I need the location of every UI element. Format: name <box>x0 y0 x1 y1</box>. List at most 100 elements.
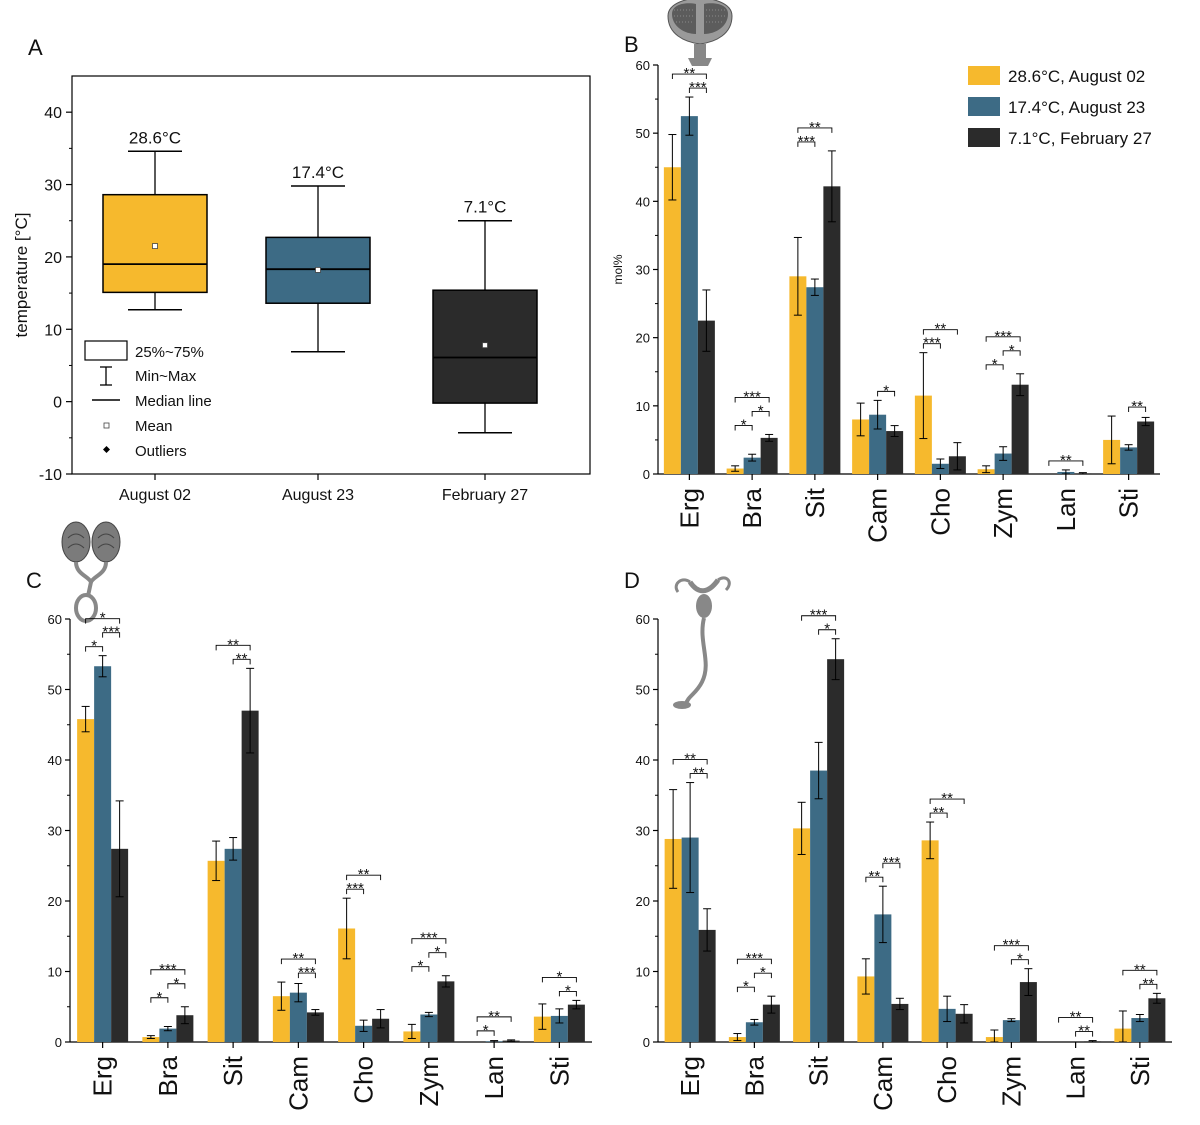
significance-label: *** <box>743 388 761 405</box>
bar <box>338 928 356 1042</box>
significance-bracket <box>1139 983 1158 990</box>
bar <box>111 848 129 1042</box>
y-tick-label: 30 <box>48 824 62 839</box>
bar <box>745 1022 763 1042</box>
significance-bracket <box>1058 1017 1094 1023</box>
significance-bracket <box>985 364 1004 370</box>
significance-label: *** <box>994 328 1012 345</box>
x-tick-label: Sit <box>804 1055 834 1086</box>
significance-label: ** <box>935 321 947 338</box>
x-tick-label: February 27 <box>442 487 528 504</box>
significance-bracket <box>1075 1031 1094 1037</box>
bar <box>567 1004 585 1042</box>
y-tick-label: 10 <box>636 965 650 980</box>
panel-label-b: B <box>624 32 639 57</box>
bar <box>955 1013 973 1042</box>
significance-label: ** <box>693 765 705 782</box>
y-tick-label: 10 <box>636 399 650 414</box>
legend-swatch <box>968 128 1000 147</box>
significance-label: ** <box>941 790 953 807</box>
significance-label: *** <box>420 930 438 947</box>
significance-label: *** <box>883 854 901 871</box>
box-iqr <box>432 289 538 404</box>
significance-label: *** <box>798 133 816 150</box>
x-tick-label: Sti <box>1114 488 1144 518</box>
significance-label: *** <box>346 880 364 897</box>
significance-label: *** <box>1003 937 1021 954</box>
bar <box>698 929 716 1042</box>
legend-label: Median line <box>135 393 212 410</box>
bar <box>874 914 892 1042</box>
x-tick-label: Sti <box>544 1056 574 1086</box>
significance-bracket <box>688 87 707 94</box>
significance-bracket <box>411 938 447 944</box>
box-temperature-label: 17.4°C <box>292 163 344 182</box>
significance-bracket <box>922 343 941 349</box>
y-tick-label: 40 <box>48 753 62 768</box>
significance-bracket <box>476 1016 512 1022</box>
x-tick-label: Lan <box>1051 488 1081 531</box>
significance-bracket <box>929 812 948 819</box>
y-tick-label: 0 <box>643 1035 650 1050</box>
y-tick-label: 30 <box>44 178 62 195</box>
bar <box>810 770 828 1042</box>
significance-bracket <box>1010 959 1029 965</box>
bar <box>224 848 242 1042</box>
x-tick-label: Sti <box>1125 1056 1155 1086</box>
significance-label: * <box>743 978 749 995</box>
significance-label: *** <box>689 79 707 96</box>
significance-bracket <box>150 969 186 975</box>
significance-label: *** <box>159 961 177 978</box>
significance-bracket <box>428 952 447 958</box>
testis-icon <box>61 521 121 623</box>
y-axis-label: temperature [°C] <box>12 213 31 338</box>
significance-bracket <box>736 986 755 993</box>
y-tick-label: 40 <box>636 194 650 209</box>
legend-mean-symbol <box>103 422 110 429</box>
significance-label: ** <box>684 751 696 768</box>
significance-label: ** <box>236 650 248 667</box>
bar <box>241 710 259 1042</box>
significance-bracket <box>411 966 430 972</box>
significance-bracket <box>797 141 816 147</box>
bar <box>306 1012 324 1042</box>
x-tick-label: Zym <box>414 1056 444 1107</box>
y-tick-label: 60 <box>636 612 650 627</box>
bar <box>886 431 904 474</box>
y-axis-label: mol% <box>611 254 625 284</box>
significance-label: ** <box>1143 975 1155 992</box>
bar <box>550 1015 568 1042</box>
bar <box>1011 384 1029 474</box>
significance-label: *** <box>298 964 316 981</box>
significance-label: ** <box>1131 398 1143 415</box>
panel-label-c: C <box>26 568 42 593</box>
bar <box>793 828 811 1042</box>
y-tick-label: -10 <box>39 467 62 484</box>
significance-label: ** <box>684 65 696 82</box>
bar <box>806 287 824 474</box>
significance-bracket <box>751 411 770 417</box>
bar <box>891 1003 909 1042</box>
significance-bracket <box>167 983 186 989</box>
x-tick-label: Lan <box>1061 1056 1091 1099</box>
bar <box>697 320 715 474</box>
y-tick-label: 40 <box>636 753 650 768</box>
significance-label: * <box>1017 951 1023 968</box>
significance-label: * <box>760 964 766 981</box>
significance-label: *** <box>102 624 120 641</box>
significance-bracket <box>985 336 1021 342</box>
y-tick-label: 20 <box>48 894 62 909</box>
plot-frame <box>71 75 591 475</box>
significance-bracket <box>1122 969 1158 976</box>
x-tick-label: Cam <box>868 1056 898 1111</box>
mean-marker <box>482 342 488 349</box>
bar <box>159 1028 177 1042</box>
bar <box>663 167 681 474</box>
bar <box>852 419 870 474</box>
x-tick-label: Sit <box>800 487 830 518</box>
significance-bracket <box>736 958 772 965</box>
x-tick-label: Lan <box>479 1056 509 1099</box>
legend-label: Mean <box>135 418 173 435</box>
significance-bracket <box>929 798 965 805</box>
